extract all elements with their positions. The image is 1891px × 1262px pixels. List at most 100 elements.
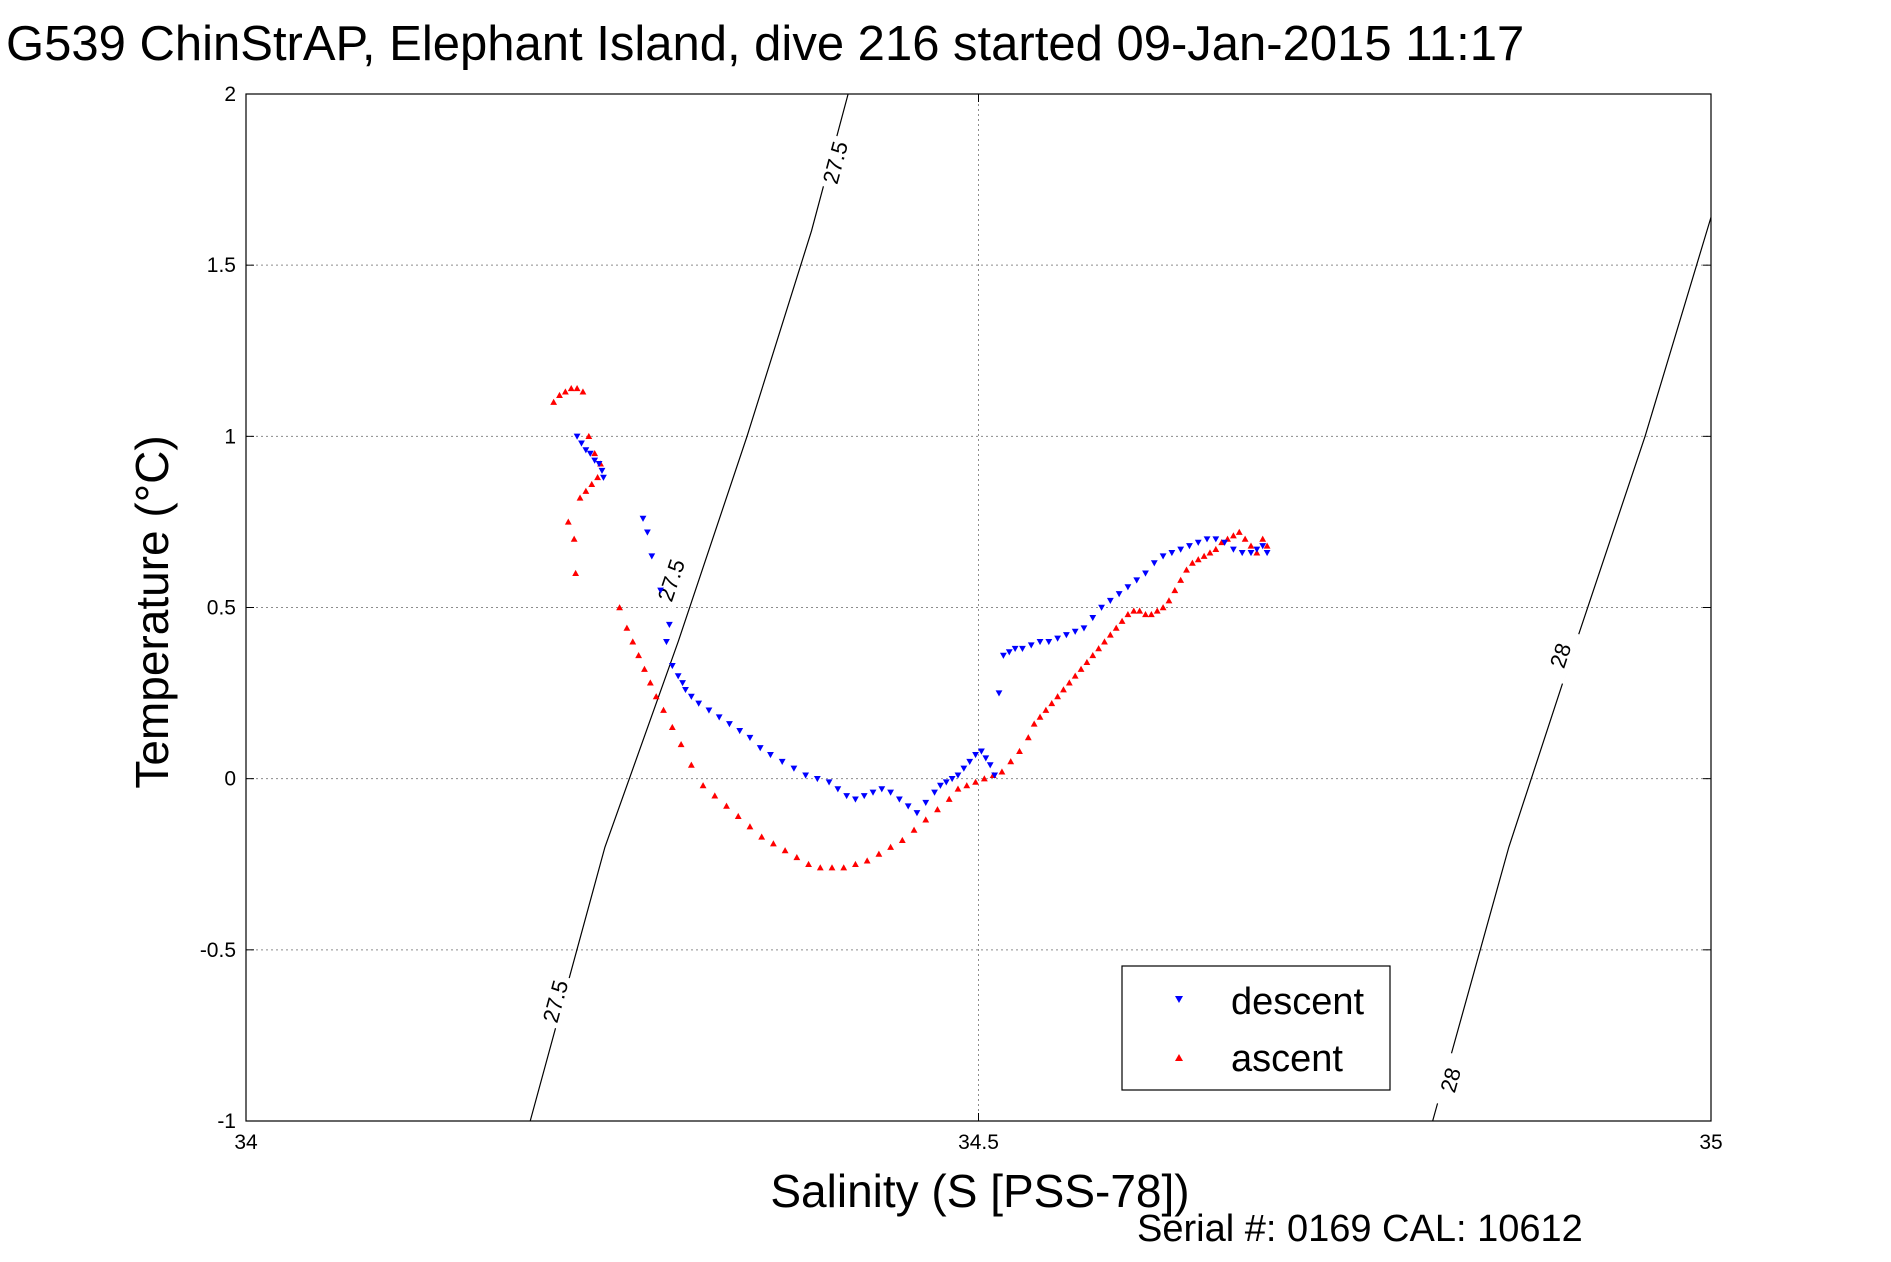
descent-point (1005, 649, 1013, 656)
ascent-point (1165, 597, 1173, 604)
descent-point (726, 721, 733, 728)
ascent-point (1194, 556, 1202, 563)
ascent-point (1183, 566, 1190, 573)
ascent-point (588, 480, 596, 487)
ascent-point (556, 391, 563, 398)
descent-point (1194, 539, 1202, 546)
legend-ascent-label: ascent (1231, 1038, 1343, 1080)
y-tick-label: 0 (224, 768, 236, 791)
descent-point (1011, 645, 1019, 652)
descent-point (1186, 543, 1193, 550)
descent-point (813, 775, 821, 783)
descent-point (1259, 543, 1267, 550)
chart-title: G539 ChinStrAP, Elephant Island, dive 21… (6, 17, 1524, 71)
descent-point (1150, 560, 1158, 567)
descent-point (1168, 550, 1176, 557)
descent-point (746, 734, 754, 741)
y-tick-label: -0.5 (200, 939, 236, 962)
ascent-point (1212, 545, 1220, 553)
ascent-point (945, 795, 953, 802)
ascent-point (963, 782, 971, 789)
descent-point (1159, 553, 1167, 560)
ascent-point (816, 864, 824, 871)
descent-point (1045, 639, 1053, 646)
ascent-point (1030, 720, 1038, 727)
ascent-point (594, 474, 601, 481)
ascent-point (1130, 607, 1138, 614)
ascent-point (623, 624, 631, 631)
legend-box (1121, 965, 1391, 1091)
descent-point (756, 745, 764, 752)
descent-point (736, 728, 744, 735)
ascent-point (1153, 607, 1161, 614)
descent-point (663, 639, 670, 646)
descent-point (895, 796, 903, 803)
legend: descent ascent (1121, 965, 1391, 1091)
descent-point (648, 553, 656, 560)
descent-point (705, 707, 713, 714)
descent-point (644, 529, 651, 536)
ascent-point (1095, 645, 1103, 652)
descent-point (843, 793, 851, 800)
descent-point (695, 700, 703, 707)
descent-point (834, 786, 842, 793)
descent-point (598, 467, 606, 474)
x-tick-label: 34 (234, 1131, 258, 1154)
ascent-point (687, 761, 695, 768)
ascent-point (1036, 713, 1044, 720)
x-tick-label: 35 (1699, 1131, 1722, 1154)
descent-point (913, 810, 921, 817)
descent-point (991, 772, 999, 779)
ascent-point (660, 706, 667, 713)
ascent-point (1042, 706, 1050, 713)
y-axis-ticks: -1 -0.5 0 0.5 1 1.5 2 (200, 83, 1711, 1133)
descent-point (1027, 642, 1035, 649)
ascent-point (1065, 679, 1073, 686)
ascent-point (840, 864, 848, 871)
y-tick-label: 2 (224, 83, 236, 106)
descent-point (954, 772, 962, 779)
ascent-point (629, 638, 637, 645)
descent-point (802, 772, 810, 779)
ascent-point (641, 665, 648, 672)
descent-point (860, 793, 868, 800)
descent-point (948, 775, 956, 783)
ascent-point (635, 652, 643, 659)
descent-point (1247, 550, 1255, 557)
descent-point (1221, 539, 1229, 546)
descent-point (1063, 632, 1070, 639)
ascent-point (1060, 686, 1067, 693)
descent-point (887, 789, 894, 796)
ascent-point (616, 604, 623, 611)
contour-label-bg (651, 551, 691, 609)
descent-point (942, 779, 950, 786)
ascent-point (570, 535, 578, 542)
descent-point (595, 461, 603, 468)
x-axis-label: Salinity (S [PSS-78]) (770, 1165, 1189, 1217)
descent-point (573, 433, 581, 440)
ascent-point (699, 782, 707, 789)
serial-cal-footer: Serial #: 0169 CAL: 10612 (1137, 1208, 1583, 1250)
descent-point (1036, 639, 1044, 646)
ascent-point (1188, 559, 1196, 566)
ascent-point (828, 864, 836, 871)
descent-point (869, 789, 877, 796)
ascent-point (1159, 604, 1167, 611)
descent-point (1054, 635, 1062, 642)
ascent-point (550, 398, 558, 405)
descent-point (986, 762, 994, 769)
descent-point (674, 673, 682, 680)
ascent-point (564, 518, 572, 525)
descent-point (586, 450, 594, 457)
ascent-point (898, 836, 906, 844)
descent-point (982, 755, 990, 762)
descent-point (1115, 591, 1123, 598)
ascent-point (585, 432, 593, 440)
descent-point (1019, 645, 1026, 652)
ascent-point (734, 812, 742, 820)
x-tick-label: 34.5 (958, 1131, 999, 1154)
contour-label-bg (1431, 1051, 1469, 1109)
ascent-point (668, 723, 676, 731)
descent-point (1071, 628, 1079, 635)
ascent-series (550, 385, 1271, 871)
